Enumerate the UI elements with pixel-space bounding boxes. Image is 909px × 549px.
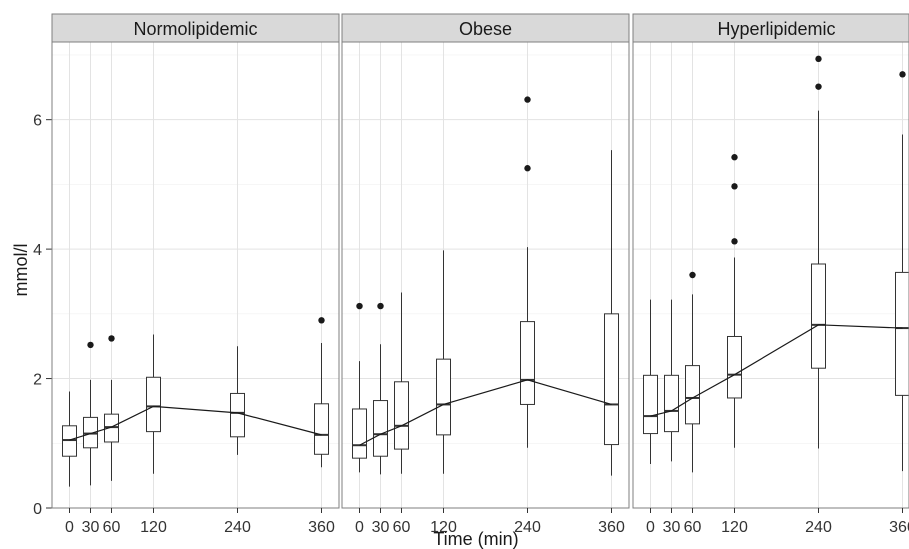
outlier-point [731, 183, 738, 190]
facet-strip [632, 13, 909, 43]
x-tick-label: 0 [355, 519, 364, 536]
box-240 [230, 346, 245, 455]
box-30 [83, 341, 98, 486]
box-360 [314, 317, 329, 468]
panel-plot-area [633, 42, 909, 508]
panel-plot-area [342, 42, 629, 508]
median-trend-line [69, 405, 322, 441]
box-120 [727, 154, 742, 448]
panel-obese: Obese 0 30 60 120 240 360 [341, 13, 630, 536]
outlier-point [815, 83, 822, 90]
box-360 [604, 150, 619, 476]
y-tick-label: 6 [33, 113, 42, 130]
facet-strip-label: Hyperlipidemic [717, 19, 835, 39]
box-iqr [520, 321, 535, 405]
box-0 [62, 391, 77, 487]
box-iqr [664, 374, 679, 433]
box-iqr [394, 381, 409, 450]
x-tick-label: 240 [224, 519, 251, 536]
outlier-point [731, 154, 738, 161]
box-120 [146, 334, 161, 474]
box-360 [895, 71, 909, 472]
box-iqr [352, 408, 367, 459]
outlier-point [815, 55, 822, 63]
box-60 [104, 335, 119, 481]
y-tick-label: 4 [33, 242, 42, 259]
y-axis-label: mmol/l [11, 244, 31, 297]
panel-border [51, 41, 340, 509]
box-iqr [604, 313, 619, 446]
outlier-point [356, 302, 363, 310]
outlier-point [318, 317, 325, 324]
x-tick-label: 0 [65, 519, 74, 536]
box-iqr [314, 403, 329, 455]
x-tick-label: 360 [598, 519, 625, 536]
outlier-point [899, 71, 906, 78]
box-120 [436, 250, 451, 474]
y-axis-label-group: mmol/l [11, 244, 31, 297]
panel-plot-area [52, 42, 339, 508]
box-iqr [727, 335, 742, 399]
x-tick-label: 60 [393, 519, 411, 536]
median-trend-line [650, 324, 903, 417]
box-iqr [643, 374, 658, 435]
outlier-point [689, 271, 696, 279]
outlier-point [87, 341, 94, 349]
x-tick-label: 30 [82, 519, 100, 536]
outlier-point [524, 96, 531, 103]
box-iqr [230, 392, 245, 438]
panel-border [341, 41, 630, 509]
outlier-point [524, 165, 531, 172]
x-tick-label: 30 [663, 519, 681, 536]
outlier-point [377, 302, 384, 310]
x-tick-label: 360 [889, 519, 909, 536]
box-0 [352, 302, 367, 473]
box-iqr [436, 358, 451, 436]
box-240 [811, 55, 826, 449]
x-tick-label: 60 [684, 519, 702, 536]
y-tick-label: 2 [33, 372, 42, 389]
panel-background [633, 42, 909, 508]
x-tick-label: 0 [646, 519, 655, 536]
y-axis: 0 2 4 6 [33, 113, 52, 518]
facet-strip-label: Normolipidemic [133, 19, 257, 39]
box-iqr [895, 271, 909, 396]
box-60 [394, 292, 409, 474]
outlier-point [731, 238, 738, 245]
facet-strip [341, 13, 630, 43]
median-trend-line [359, 379, 612, 446]
x-tick-label: 120 [721, 519, 748, 536]
x-axis-label: Time (min) [433, 529, 518, 549]
box-30 [664, 299, 679, 462]
x-tick-label: 240 [514, 519, 541, 536]
box-iqr [373, 400, 388, 457]
box-iqr [811, 263, 826, 369]
x-tick-label: 360 [308, 519, 335, 536]
panel-normolipidemic: Normolipidemic 0 30 60 120 240 360 [51, 13, 340, 536]
panel-border [632, 41, 909, 509]
facet-strip-label: Obese [459, 19, 512, 39]
x-tick-label: 60 [103, 519, 121, 536]
box-iqr [146, 376, 161, 433]
x-tick-label: 240 [805, 519, 832, 536]
y-tick-label: 0 [33, 501, 42, 518]
facet-strip [51, 13, 340, 43]
box-60 [685, 271, 700, 473]
x-tick-label: 120 [430, 519, 457, 536]
x-tick-label: 30 [372, 519, 390, 536]
outlier-point [108, 335, 115, 342]
x-tick-label: 120 [140, 519, 167, 536]
box-30 [373, 302, 388, 475]
